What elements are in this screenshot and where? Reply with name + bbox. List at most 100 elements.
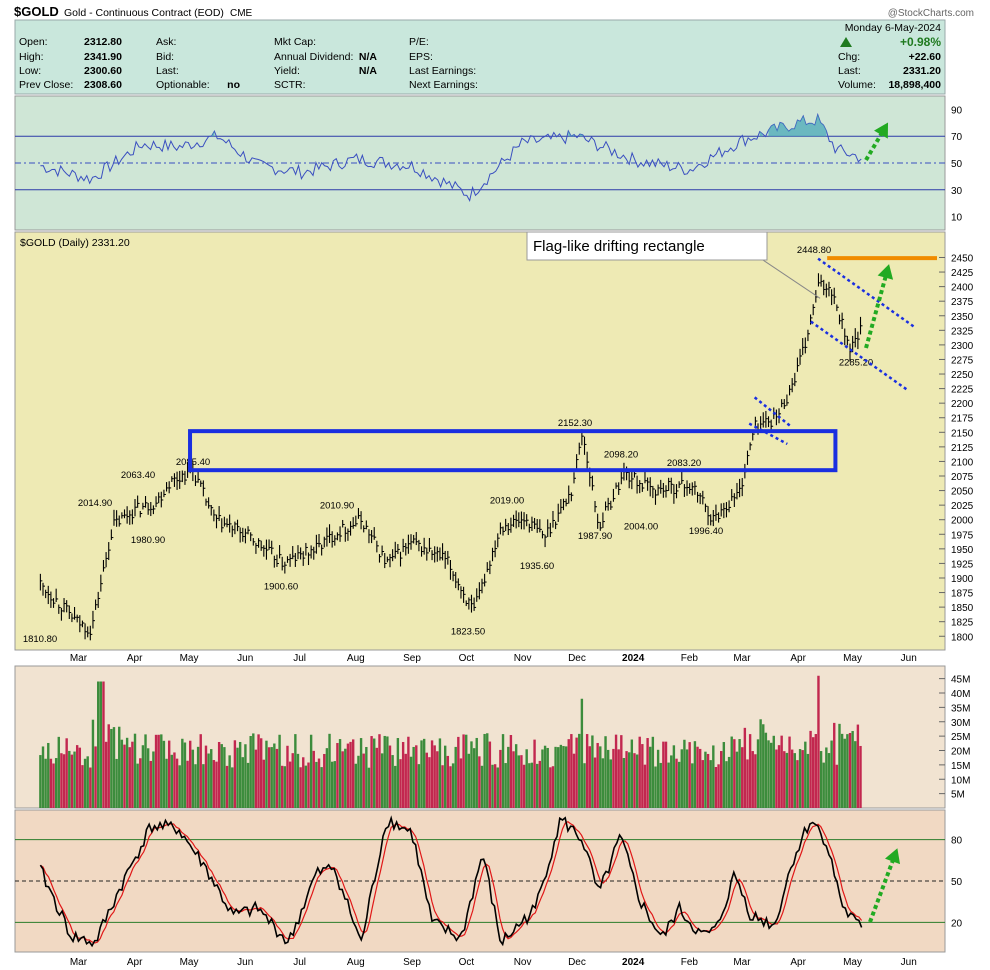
volume-bar bbox=[559, 744, 563, 808]
volume-bar bbox=[575, 737, 578, 808]
volume-bar bbox=[54, 758, 58, 808]
volume-bar bbox=[680, 749, 683, 808]
volume-bar bbox=[412, 746, 415, 808]
volume-label: Volume: bbox=[838, 79, 876, 91]
volume-bar bbox=[110, 728, 113, 808]
volume-bar bbox=[278, 734, 281, 808]
volume-bar bbox=[225, 765, 229, 808]
volume-bar bbox=[570, 734, 573, 808]
rsi-target-arrow-head bbox=[874, 122, 889, 139]
volume-bar bbox=[281, 765, 284, 808]
quote-panel bbox=[14, 19, 946, 95]
volume-bar bbox=[620, 735, 623, 808]
price-month-label: May bbox=[180, 653, 199, 664]
volume-bar bbox=[486, 733, 489, 808]
volume-bar bbox=[236, 747, 239, 808]
volume-bar bbox=[514, 744, 518, 808]
eps-label: EPS: bbox=[409, 51, 433, 63]
volume-bar bbox=[81, 765, 84, 808]
volume-bar bbox=[212, 760, 216, 808]
volume-bar bbox=[843, 738, 846, 808]
rsi-overbought-shade bbox=[211, 131, 215, 137]
price-tick-label: 2350 bbox=[951, 312, 974, 323]
volume-bar bbox=[762, 724, 765, 808]
volume-bar bbox=[346, 743, 350, 808]
volume-bar bbox=[685, 749, 689, 808]
volume-bar bbox=[330, 761, 334, 808]
volume-bar bbox=[336, 743, 339, 808]
volume-bar bbox=[154, 734, 158, 808]
volume-bar bbox=[733, 739, 736, 808]
volume-bar bbox=[499, 749, 502, 808]
volume-bar bbox=[651, 736, 655, 808]
volume-bar bbox=[315, 761, 318, 808]
volume-bar bbox=[688, 742, 691, 808]
volume-bar bbox=[530, 762, 534, 808]
volume-bar bbox=[404, 753, 407, 808]
price-month-label: Feb bbox=[681, 653, 699, 664]
price-annotation: 1823.50 bbox=[451, 627, 485, 638]
volume-bar bbox=[777, 745, 781, 808]
volume-tick-label: 5M bbox=[951, 790, 965, 801]
header-symbol: $GOLD bbox=[14, 4, 59, 19]
volume-bar bbox=[572, 753, 576, 808]
volume-bar bbox=[533, 739, 536, 808]
volume-bar bbox=[288, 761, 292, 808]
volume-bar bbox=[478, 756, 481, 808]
volume-bar bbox=[39, 755, 42, 808]
volume-bar bbox=[415, 745, 418, 808]
up-triangle-icon bbox=[840, 37, 852, 47]
volume-bar bbox=[717, 764, 720, 808]
volume-bar bbox=[493, 764, 497, 808]
volume-bar bbox=[252, 733, 255, 808]
volume-bar bbox=[220, 744, 223, 808]
volume-bar bbox=[78, 747, 82, 808]
stoch-signal-line bbox=[40, 821, 863, 944]
volume-bar bbox=[804, 741, 807, 808]
volume-bar bbox=[396, 738, 400, 808]
volume-bar bbox=[302, 757, 305, 808]
volume-bar bbox=[649, 746, 652, 808]
volume-bar bbox=[551, 766, 555, 808]
price-tick-label: 2400 bbox=[951, 283, 974, 294]
volume-bar bbox=[186, 760, 189, 808]
volume-bar bbox=[436, 751, 439, 808]
volume-bar bbox=[152, 751, 155, 808]
volume-bar bbox=[759, 719, 762, 808]
volume-bar bbox=[422, 738, 426, 808]
callout-text: Flag-like drifting rectangle bbox=[533, 238, 705, 255]
volume-bar bbox=[383, 735, 386, 808]
volume-bar bbox=[167, 740, 171, 808]
rsi-overbought-shade bbox=[568, 130, 575, 137]
volume-bar bbox=[196, 746, 200, 808]
stoch-month-label: Jul bbox=[293, 957, 306, 968]
volume-bar bbox=[630, 739, 634, 808]
volume-bar bbox=[104, 741, 108, 808]
volume-bar bbox=[428, 757, 431, 808]
volume-bar bbox=[57, 736, 60, 808]
price-tick-label: 2225 bbox=[951, 385, 974, 396]
volume-bar bbox=[643, 764, 647, 808]
price-month-label: Nov bbox=[514, 653, 532, 664]
volume-bar bbox=[102, 681, 105, 808]
price-month-label: Aug bbox=[347, 653, 365, 664]
price-annotation: 1980.90 bbox=[131, 535, 165, 546]
stoch-month-label: May bbox=[180, 957, 199, 968]
volume-bar bbox=[780, 735, 783, 808]
volume-bar bbox=[73, 751, 76, 808]
volume-bar bbox=[157, 734, 160, 808]
prev-close-label: Prev Close: bbox=[19, 79, 73, 91]
volume-bar bbox=[769, 742, 773, 808]
volume-bar bbox=[141, 745, 145, 808]
rsi-tick-label: 90 bbox=[951, 105, 963, 116]
volume-bar bbox=[41, 746, 45, 808]
stoch-month-label: 2024 bbox=[622, 957, 645, 968]
rsi-tick-label: 50 bbox=[951, 159, 963, 170]
volume-bar bbox=[454, 746, 457, 808]
price-annotation: 2019.00 bbox=[490, 496, 524, 507]
volume-bar bbox=[675, 758, 678, 808]
volume-bar bbox=[475, 737, 478, 808]
volume-bar bbox=[604, 736, 607, 808]
chg-value: +22.60 bbox=[909, 51, 942, 63]
stoch-month-label: Sep bbox=[403, 957, 421, 968]
